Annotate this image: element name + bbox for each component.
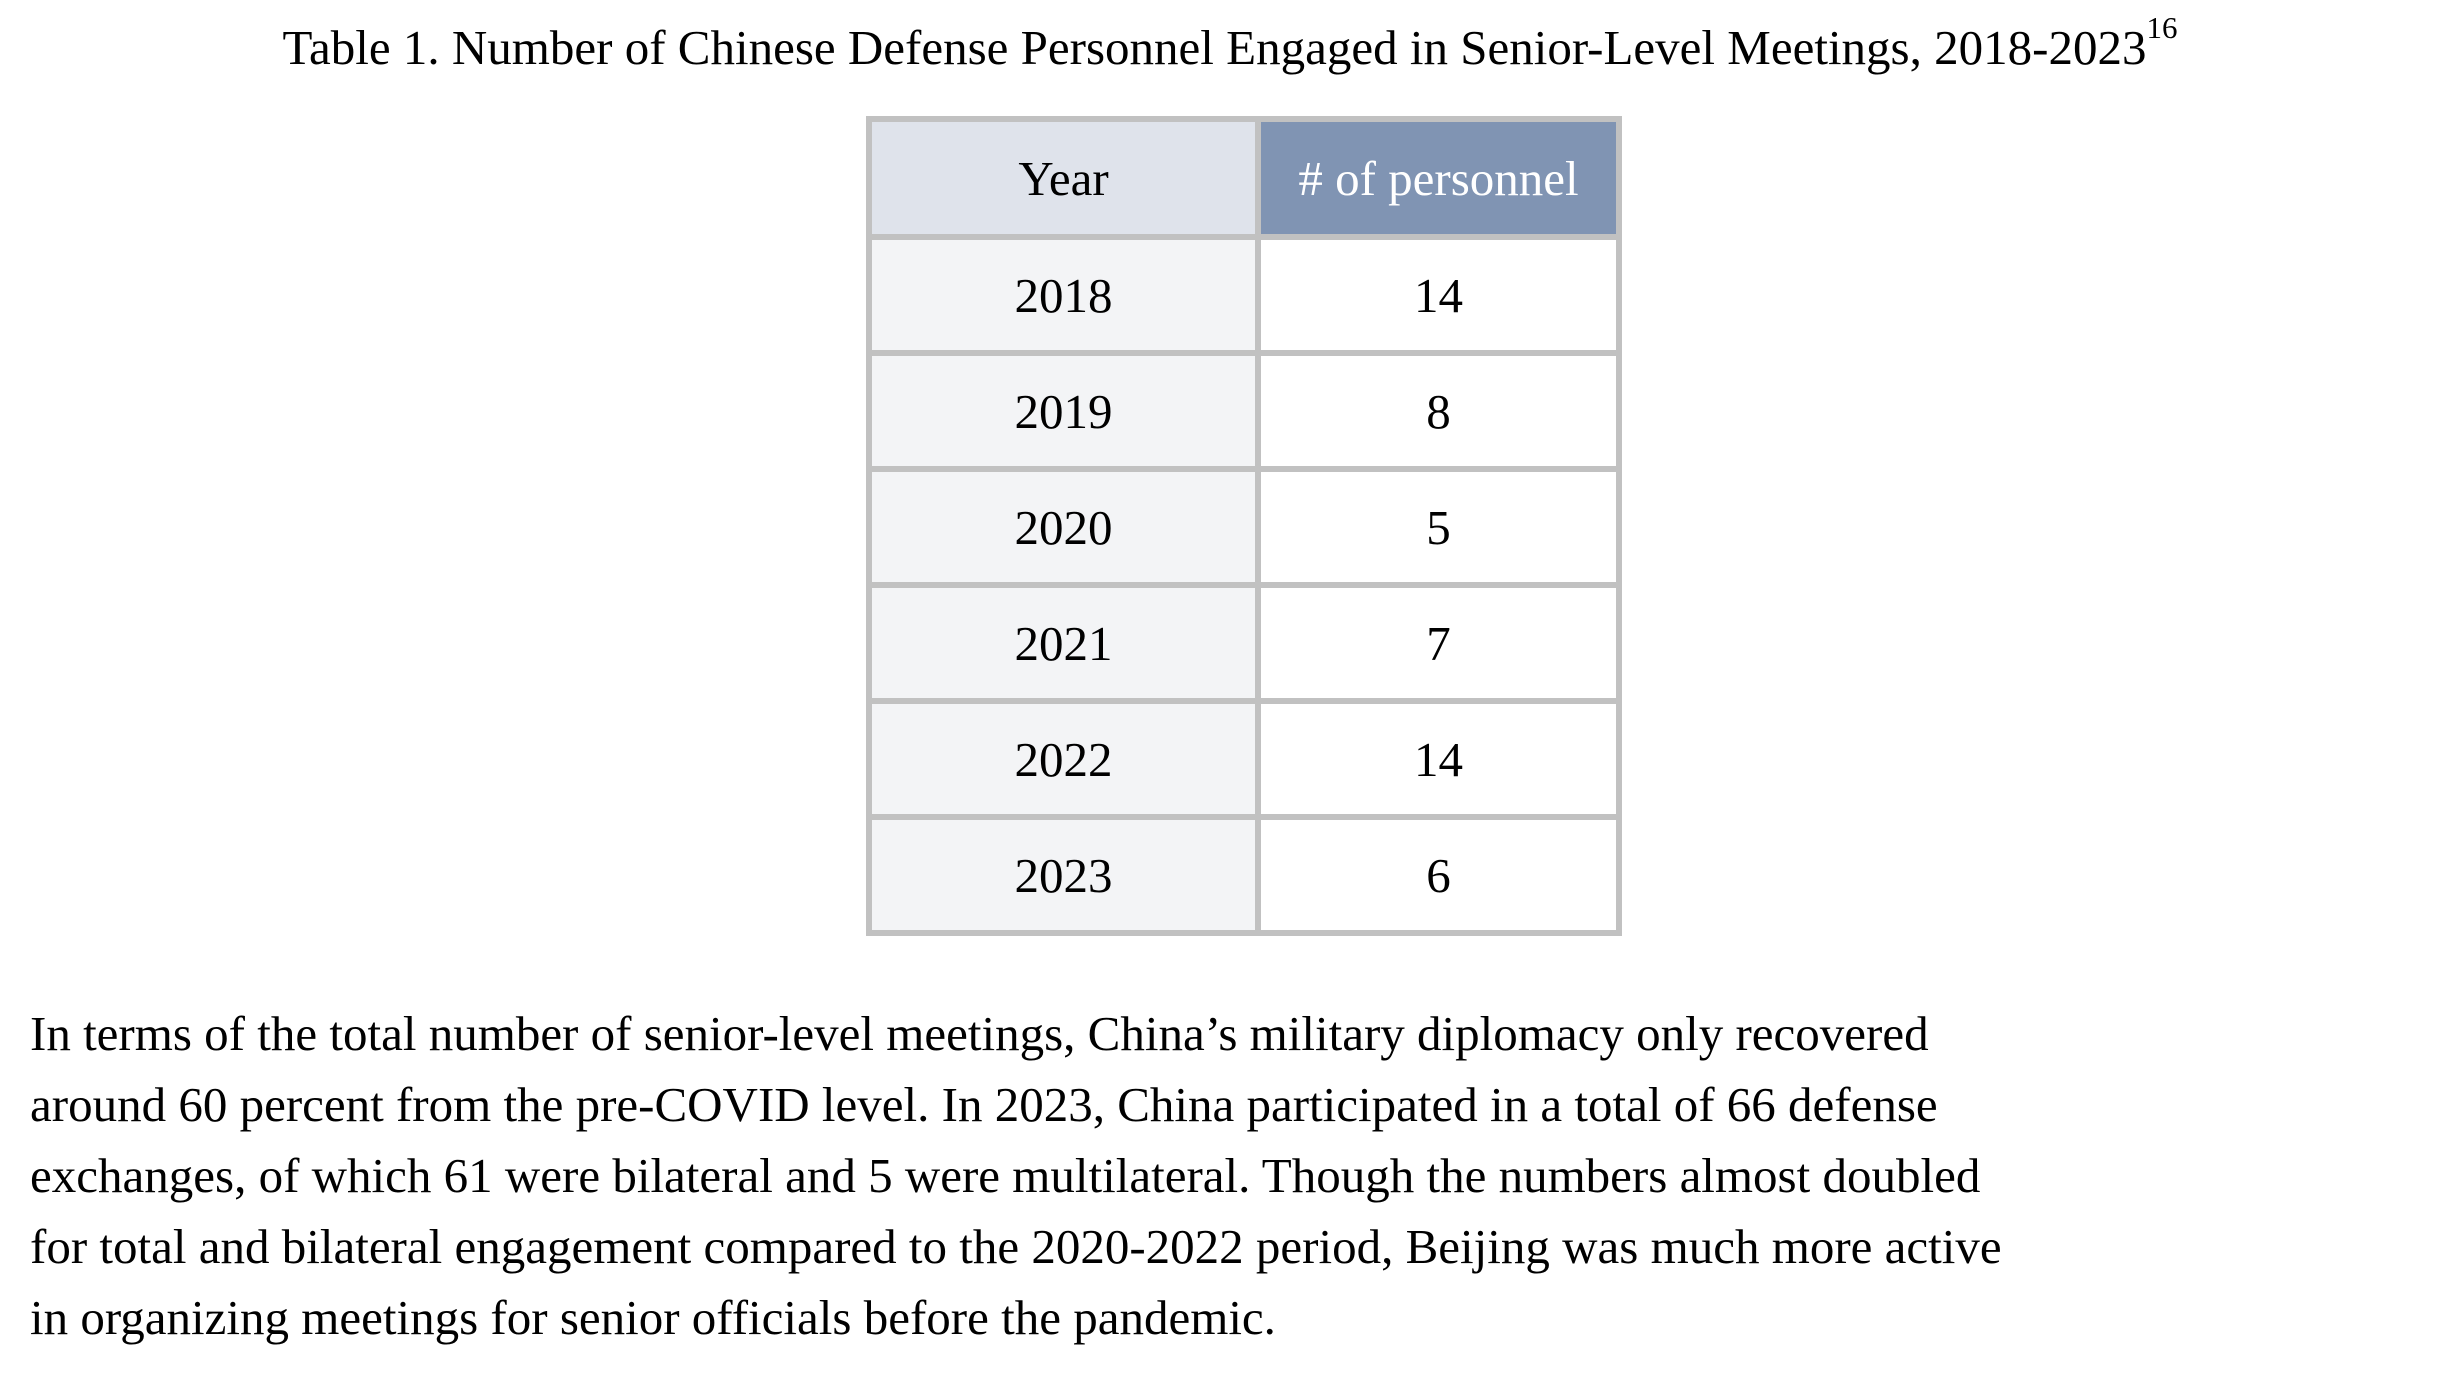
body-paragraph: In terms of the total number of senior-l…: [30, 998, 2440, 1353]
table-caption: Table 1. Number of Chinese Defense Perso…: [0, 12, 2460, 84]
header-cell-year: Year: [866, 116, 1261, 240]
personnel-cell: 7: [1255, 582, 1622, 704]
personnel-cell: 5: [1255, 466, 1622, 588]
header-cell-personnel: # of personnel: [1255, 116, 1622, 240]
year-cell: 2022: [866, 698, 1261, 820]
year-cell: 2021: [866, 582, 1261, 704]
personnel-cell: 14: [1255, 698, 1622, 820]
table-row: 2022 14: [866, 698, 1622, 820]
year-cell: 2019: [866, 350, 1261, 472]
paragraph-line: in organizing meetings for senior offici…: [30, 1290, 1276, 1345]
table-row: 2020 5: [866, 466, 1622, 588]
footnote-reference: 16: [2146, 10, 2178, 45]
table-row: 2023 6: [866, 814, 1622, 936]
year-cell: 2018: [866, 234, 1261, 356]
table-caption-text: Table 1. Number of Chinese Defense Perso…: [282, 20, 2147, 75]
personnel-cell: 8: [1255, 350, 1622, 472]
table-row: 2019 8: [866, 350, 1622, 472]
paragraph-line: exchanges, of which 61 were bilateral an…: [30, 1148, 1981, 1203]
table-row: 2018 14: [866, 234, 1622, 356]
personnel-table-container: Year # of personnel 2018 14 2019 8 2020 …: [866, 116, 2460, 936]
personnel-table: Year # of personnel 2018 14 2019 8 2020 …: [866, 116, 1622, 936]
personnel-cell: 14: [1255, 234, 1622, 356]
year-cell: 2023: [866, 814, 1261, 936]
personnel-cell: 6: [1255, 814, 1622, 936]
paragraph-line: around 60 percent from the pre-COVID lev…: [30, 1077, 1938, 1132]
paragraph-line: for total and bilateral engagement compa…: [30, 1219, 2002, 1274]
year-cell: 2020: [866, 466, 1261, 588]
table-row: 2021 7: [866, 582, 1622, 704]
paragraph-line: In terms of the total number of senior-l…: [30, 1006, 1929, 1061]
table-header-row: Year # of personnel: [866, 116, 1622, 240]
